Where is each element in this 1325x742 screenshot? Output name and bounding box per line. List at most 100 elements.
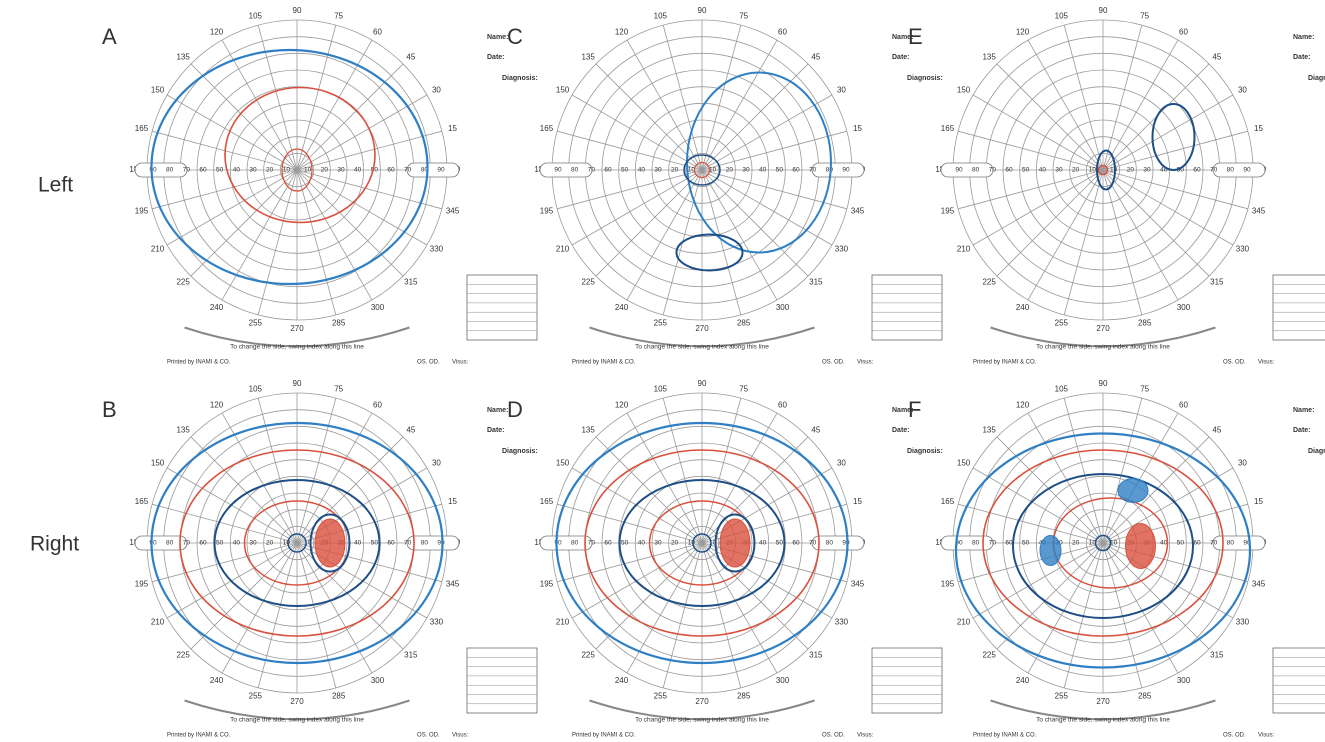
angle-label: 30 [837,86,846,95]
radial-label: 70 [404,540,412,547]
angle-label: 90 [1099,379,1108,388]
radial-label: 90 [955,167,963,174]
radial-label: 50 [776,167,784,174]
panel-label: C [507,24,523,49]
angle-label: 255 [249,692,263,701]
radial-label: 40 [354,540,362,547]
radial-label: 50 [1177,540,1185,547]
angle-label: 330 [835,245,849,254]
angle-label: 15 [1254,497,1263,506]
angle-label: 270 [695,697,709,706]
angle-label: 270 [1096,697,1110,706]
radial-label: 50 [776,540,784,547]
angle-label: 345 [446,206,460,215]
angle-label: 285 [1138,319,1152,328]
angle-label: 30 [1238,86,1247,95]
radial-label: 50 [1022,167,1030,174]
angle-label: 330 [430,245,444,254]
angle-label: 60 [1179,400,1188,409]
angle-label: 300 [371,303,385,312]
radial-label: 70 [1210,540,1218,547]
angle-label: 45 [406,53,415,62]
scale-box [540,163,592,177]
angle-label: 345 [851,579,865,588]
angle-label: 120 [1016,400,1030,409]
angle-label: 300 [776,676,790,685]
angle-label: 345 [446,579,460,588]
angle-label: 285 [332,692,346,701]
angle-label: 165 [941,124,955,133]
radial-label: 60 [604,167,612,174]
radial-label: 30 [249,167,257,174]
angle-label: 300 [776,303,790,312]
radial-label: 60 [387,540,395,547]
angle-label: 60 [373,27,382,36]
radial-label: 80 [826,540,834,547]
radial-label: 80 [826,167,834,174]
radial-label: 60 [792,540,800,547]
radial-label: 70 [989,540,997,547]
angle-label: 270 [290,324,304,333]
angle-label: 255 [249,319,263,328]
radial-label: 90 [437,167,445,174]
radial-label: 30 [742,167,750,174]
angle-label: 195 [540,206,554,215]
radial-label: 70 [588,540,596,547]
eye: OS. OD. [822,360,845,366]
angle-label: 285 [332,319,346,328]
angle-label: 120 [210,400,224,409]
radial-label: 70 [588,167,596,174]
diagnosis-field: Diagnosis: [1308,75,1325,82]
scale-box [1213,536,1265,550]
angle-label: 45 [811,426,820,435]
angle-label: 165 [135,124,149,133]
radial-label: 30 [249,540,257,547]
radial-label: 90 [842,540,850,547]
angle-label: 210 [556,245,570,254]
radial-label: 60 [387,167,395,174]
radial-label: 80 [166,540,174,547]
angle-label: 195 [135,206,149,215]
radial-label: 70 [183,167,191,174]
angle-label: 75 [1140,385,1149,394]
radial-label: 40 [233,167,241,174]
radial-label: 80 [972,540,980,547]
scale-box [941,163,993,177]
radial-label: 20 [321,167,329,174]
angle-label: 270 [290,697,304,706]
date-field: Date: [487,427,505,434]
diagnosis-field: Diagnosis: [502,448,538,455]
radial-label: 90 [1243,167,1251,174]
angle-label: 105 [654,385,668,394]
angle-label: 150 [151,86,165,95]
angle-label: 150 [957,459,971,468]
angle-label: 300 [1177,676,1191,685]
radial-label: 90 [842,167,850,174]
angle-label: 45 [1212,53,1221,62]
angle-label: 315 [809,278,823,287]
angle-label: 240 [210,676,224,685]
instruction: To change the side, swing index along th… [1036,717,1170,724]
isopter [720,519,750,567]
radial-label: 70 [809,540,817,547]
angle-label: 120 [210,27,224,36]
scale-box [1213,163,1265,177]
angle-label: 165 [540,124,554,133]
panel-label: E [908,24,923,49]
angle-label: 240 [1016,303,1030,312]
scale-box [407,163,459,177]
radial-label: 20 [266,167,274,174]
radial-label: 20 [671,540,679,547]
name-field: Name: [1293,407,1314,414]
diagnosis-field: Diagnosis: [1308,448,1325,455]
visus: Visus: [452,733,469,739]
date-field: Date: [1293,427,1311,434]
name-field: Name: [1293,34,1314,41]
angle-label: 345 [1252,206,1266,215]
angle-label: 75 [334,385,343,394]
printer: Printed by INAMI & CO. [973,360,1037,366]
isopter [1040,536,1061,566]
eye: OS. OD. [417,360,440,366]
angle-label: 315 [404,651,418,660]
visus: Visus: [1258,733,1275,739]
